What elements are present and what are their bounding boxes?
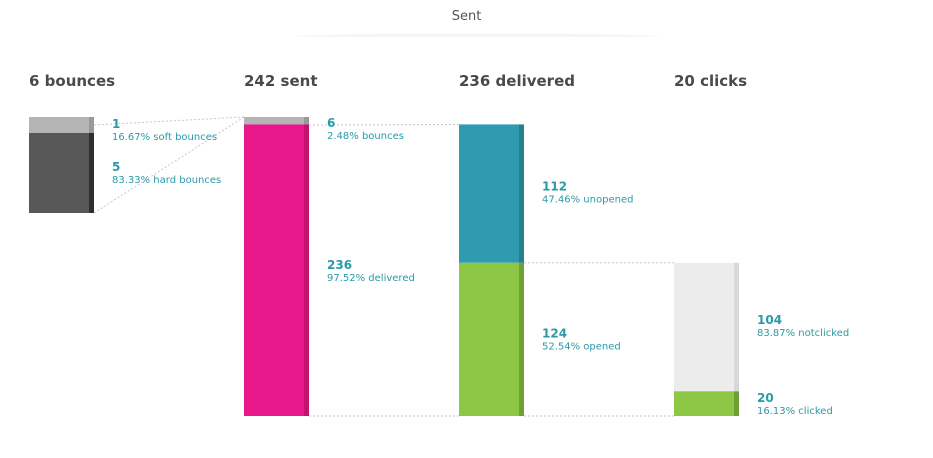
label-clicks-clicked-text: 16.13% clicked (757, 406, 833, 417)
column-heading-clicks: 20 clicks (674, 72, 748, 90)
label-delivered-opened-value: 124 (542, 326, 567, 340)
bar-sent-bounces-edge (304, 117, 309, 125)
label-delivered-unopened-value: 112 (542, 179, 567, 193)
label-sent-delivered-text: 97.52% delivered (327, 273, 415, 284)
label-bounces-hard-value: 5 (112, 160, 120, 174)
bar-clicks-clicked-edge (734, 391, 739, 416)
connector-bounces-top (93, 116, 245, 126)
bar-bounces-soft-edge (89, 117, 94, 133)
label-clicks-notclicked-value: 104 (757, 313, 782, 327)
title-underline (295, 34, 660, 38)
bar-clicks-notclicked-edge (734, 262, 739, 392)
column-heading-sent: 242 sent (244, 72, 318, 90)
bar-delivered-unopened-edge (519, 124, 524, 263)
bar-sent-delivered-edge (304, 124, 309, 417)
label-sent-delivered-value: 236 (327, 258, 352, 272)
bar-clicks-clicked (674, 391, 734, 416)
bar-bounces-hard (29, 133, 89, 213)
label-delivered-unopened-text: 47.46% unopened (542, 194, 633, 205)
bar-bounces-hard-edge (89, 133, 94, 213)
chart-title[interactable]: Sent (451, 9, 482, 24)
label-clicks-clicked-value: 20 (757, 391, 774, 405)
column-heading-bounces: 6 bounces (29, 72, 116, 90)
bar-sent-delivered (244, 124, 304, 417)
bar-delivered-unopened (459, 124, 519, 263)
bar-delivered-opened (459, 262, 519, 416)
bar-bounces-soft (29, 117, 89, 133)
label-sent-bounces-value: 6 (327, 116, 335, 130)
connector-bounces-bottom (93, 116, 245, 214)
label-bounces-hard-text: 83.33% hard bounces (112, 175, 221, 186)
bar-clicks-notclicked (674, 262, 734, 392)
label-bounces-soft-text: 16.67% soft bounces (112, 132, 217, 143)
label-clicks-notclicked-text: 83.87% notclicked (757, 328, 849, 339)
label-sent-bounces-text: 2.48% bounces (327, 131, 404, 142)
column-heading-delivered: 236 delivered (459, 72, 575, 90)
label-bounces-soft-value: 1 (112, 117, 120, 131)
connector-sent-top (308, 123, 460, 126)
bar-delivered-opened-edge (519, 262, 524, 416)
label-delivered-opened-text: 52.54% opened (542, 341, 621, 352)
bar-sent-bounces (244, 117, 304, 125)
